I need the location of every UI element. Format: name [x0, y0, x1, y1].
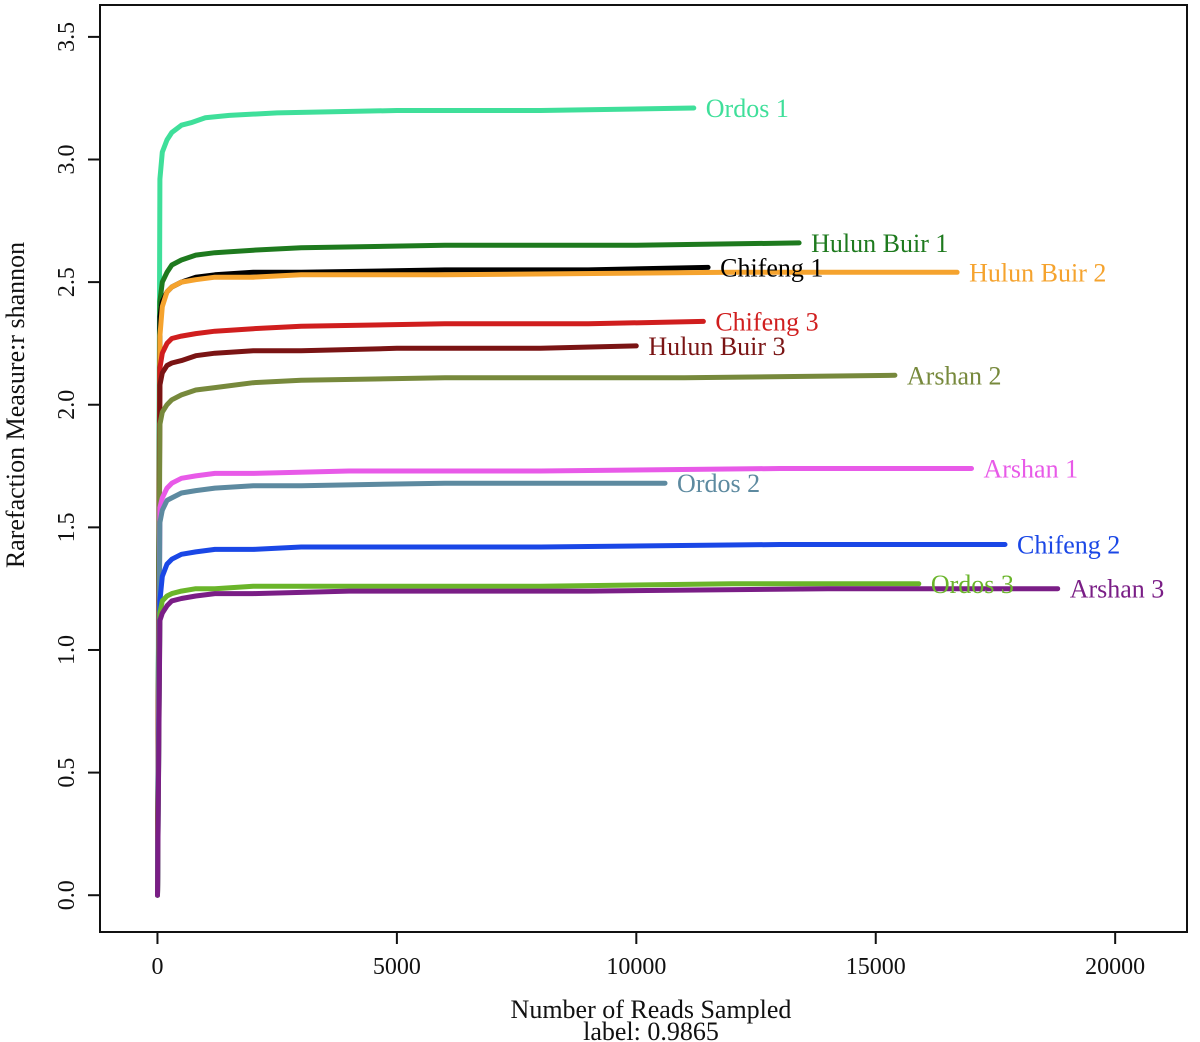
y-tick-label-2: 1.0 — [54, 635, 80, 665]
series-label-ordos-1: Ordos 1 — [706, 94, 789, 123]
y-tick-label-6: 3.0 — [54, 145, 80, 175]
y-axis-title: Rarefaction Measure:r shannon — [1, 242, 30, 568]
series-line-arshan-2 — [155, 372, 898, 898]
series-line-hulun-buir-3 — [155, 343, 639, 898]
chart-subtitle: label: 0.9865 — [583, 1017, 719, 1042]
y-tick-label-5: 2.5 — [54, 267, 80, 297]
y-tick-label-4: 2.0 — [54, 390, 80, 420]
x-tick-label-3: 15000 — [846, 954, 906, 980]
series-line-arshan-3 — [155, 586, 1061, 898]
x-axis: 0 5000 10000 15000 20000 — [151, 932, 1145, 980]
x-tick-label-4: 20000 — [1085, 954, 1145, 980]
series-line-ordos-2 — [155, 480, 668, 898]
series-line-arshan-1 — [155, 466, 974, 898]
series-line-hulun-buir-1 — [155, 240, 802, 898]
series-label-chifeng-1: Chifeng 1 — [720, 253, 823, 282]
y-tick-label-0: 0.0 — [54, 880, 80, 910]
y-tick-label-7: 3.5 — [54, 22, 80, 52]
y-tick-label-3: 1.5 — [54, 512, 80, 542]
series-label-ordos-2: Ordos 2 — [677, 469, 760, 498]
series-label-arshan-1: Arshan 1 — [984, 455, 1079, 484]
plot-frame — [99, 4, 1188, 933]
series-line-chifeng-2 — [155, 542, 1008, 898]
series-label-hulun-buir-3: Hulun Buir 3 — [648, 332, 785, 361]
series-label-hulun-buir-1: Hulun Buir 1 — [811, 229, 948, 258]
series-line-ordos-1 — [155, 105, 697, 898]
series-line-chifeng-1 — [155, 264, 711, 898]
series-label-hulun-buir-2: Hulun Buir 2 — [969, 258, 1106, 287]
series-lines — [155, 105, 1061, 898]
series-line-ordos-3 — [155, 581, 922, 898]
series-label-arshan-3: Arshan 3 — [1070, 575, 1165, 604]
y-axis: 0.0 0.5 1.0 1.5 2.0 2.5 3.0 3.5 — [54, 22, 100, 910]
x-tick-label-0: 0 — [151, 954, 163, 980]
series-label-ordos-3: Ordos 3 — [931, 570, 1014, 599]
y-tick-label-1: 0.5 — [54, 758, 80, 788]
series-label-chifeng-3: Chifeng 3 — [715, 307, 818, 336]
series-label-arshan-2: Arshan 2 — [907, 361, 1002, 390]
series-line-chifeng-3 — [155, 318, 706, 898]
series-label-chifeng-2: Chifeng 2 — [1017, 531, 1120, 560]
series-line-hulun-buir-2 — [155, 269, 960, 898]
x-tick-label-2: 10000 — [606, 954, 666, 980]
x-tick-label-1: 5000 — [373, 954, 421, 980]
x-axis-title: Number of Reads Sampled — [511, 995, 792, 1024]
